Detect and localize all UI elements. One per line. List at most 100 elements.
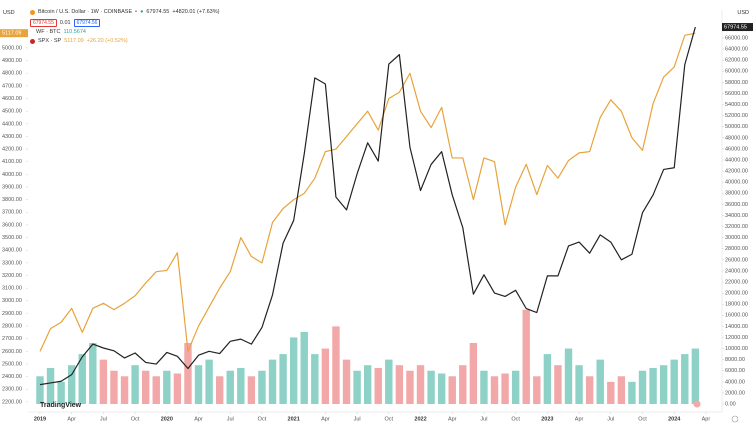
volume-bar [681, 354, 689, 405]
volume-bar [459, 365, 467, 405]
axes-layer: 2200.00 2300.00 2400.00 2500.00 2600.00 2700.… [0, 23, 753, 422]
y-tick-label: 3600.00 [2, 222, 22, 228]
y2-tick-label: 34000.00 [725, 213, 748, 219]
volume-bar [110, 370, 118, 405]
last-price-box [0, 29, 28, 38]
volume-bar [184, 343, 192, 405]
x-tick-label: Oct [131, 416, 140, 422]
y-tick-label: 3900.00 [2, 184, 22, 190]
volume-bar [194, 365, 203, 405]
volume-bar [226, 370, 234, 405]
last-price: 67974.55 [146, 9, 170, 15]
volume-bar [57, 381, 65, 405]
volume-bar [469, 343, 478, 405]
y2-tick-label: 48000.00 [725, 135, 748, 141]
last-price-label: 67974.55 [724, 24, 747, 30]
y2-tick-label: 0.00 [725, 401, 736, 407]
y-tick-label: 3200.00 [2, 273, 22, 279]
x-tick-label: 2021 [288, 416, 300, 422]
y2-tick-label: 38000.00 [725, 191, 748, 197]
y-tick-label: 4700.00 [2, 83, 22, 89]
y-tick-label: 3800.00 [2, 197, 22, 203]
settings-icon[interactable] [731, 415, 739, 423]
x-tick-label: Apr [702, 416, 711, 422]
series-line [39, 32, 696, 352]
y-tick-label: 3500.00 [2, 235, 22, 241]
x-tick-label: Jul [480, 416, 487, 422]
volume-bar [89, 343, 97, 405]
ask[interactable]: 67974.56 [73, 19, 101, 27]
y-tick-label: 2300.00 [2, 387, 22, 393]
symbol-status: ● [140, 9, 144, 15]
y-tick-label: 3300.00 [2, 260, 22, 266]
volume-bar [511, 370, 520, 405]
volume-bar [670, 359, 678, 405]
icon[interactable] [693, 400, 701, 408]
x-tick-label: 2020 [161, 416, 173, 422]
overlay-name: WF · BTC [36, 29, 61, 35]
y2-tick-label: 8000.00 [725, 357, 745, 363]
y-tick-label: 4600.00 [2, 96, 22, 102]
x-tick-label: 2022 [414, 416, 426, 422]
x-tick-label: Jul [227, 416, 234, 422]
y2-tick-label: 32000.00 [725, 224, 748, 230]
volume-bar [448, 376, 456, 405]
y-tick-label: 2900.00 [2, 311, 22, 317]
x-tick-label: Jul [607, 416, 614, 422]
y2-tick-label: 40000.00 [725, 180, 748, 186]
overlay-change: +26.20 (+0.52%) [86, 38, 128, 44]
y2-tick-label: 14000.00 [725, 324, 748, 330]
y-tick-label: 2800.00 [2, 324, 22, 330]
y-tick-label: 2600.00 [2, 349, 22, 355]
y-tick-label: 2500.00 [2, 361, 22, 367]
y2-tick-label: 36000.00 [725, 202, 748, 208]
volume-bar [416, 365, 425, 405]
x-tick-label: Apr [321, 416, 330, 422]
volume-bar [533, 376, 541, 405]
volume-bar [46, 367, 55, 405]
volume-bar [638, 370, 647, 405]
last-price-label: 5117.09 [2, 31, 21, 37]
volume-bar [163, 370, 171, 405]
y2-tick-label: 44000.00 [725, 157, 748, 163]
y-tick-label: 4800.00 [2, 71, 22, 77]
overlay-row-1: WF · BTC 110.5674 [36, 29, 86, 35]
bid[interactable]: 67974.55 [30, 19, 57, 27]
volume-bar [437, 373, 446, 405]
y2-tick-label: 46000.00 [725, 146, 748, 152]
x-tick-label: Apr [448, 416, 457, 422]
volume-bar [36, 376, 44, 405]
volume-bar [691, 348, 700, 405]
volume-bar [385, 359, 393, 405]
volume-bar [321, 348, 330, 405]
volume-bar [99, 359, 108, 405]
logo: TradingView [40, 402, 82, 409]
volume-bar [617, 376, 626, 405]
volume-bar [490, 376, 499, 405]
volume-bar [78, 354, 86, 405]
price-change: +4820.01 (+7.63%) [172, 9, 220, 15]
x-tick-label: Oct [258, 416, 267, 422]
y-tick-label: 3700.00 [2, 210, 22, 216]
volume-bar [596, 359, 604, 405]
volume-bar [67, 365, 76, 405]
x-tick-label: Oct [511, 416, 520, 422]
symbol: Bitcoin / U.S. Dollar · 1W · COINBASE [38, 9, 133, 15]
symbol-icon [30, 9, 35, 15]
x-tick-label: Oct [638, 416, 647, 422]
y2-tick-label: 66000.00 [725, 35, 748, 41]
y2-tick-label: 62000.00 [725, 58, 748, 64]
volume-bar [374, 367, 382, 405]
volume-bar [268, 359, 277, 405]
y-tick-label: 3400.00 [2, 248, 22, 254]
y-tick-label: 2200.00 [2, 399, 22, 405]
volume-bar [501, 373, 509, 405]
volume-bar [279, 354, 287, 405]
volume-bar [152, 376, 160, 405]
x-tick-label: 2019 [34, 416, 46, 422]
y2-tick-label: 52000.00 [725, 113, 748, 119]
volume-bar [427, 370, 435, 405]
y2-tick-label: 64000.00 [725, 47, 748, 53]
